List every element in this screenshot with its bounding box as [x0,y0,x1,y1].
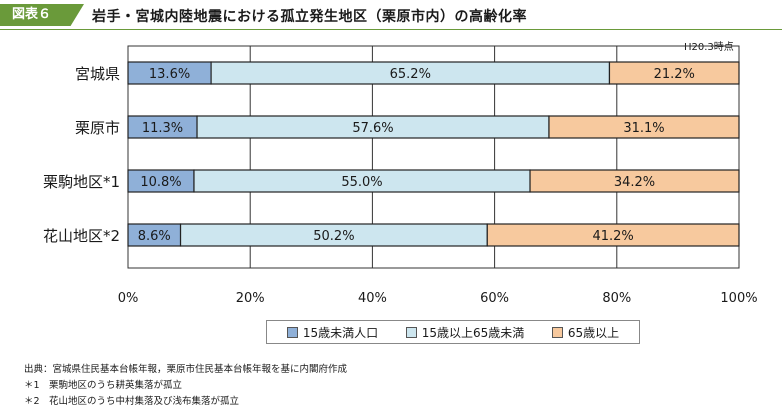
legend-label-15to64: 15歳以上65歳未満 [421,325,525,340]
data-label-15to64-row-0: 65.2% [390,67,431,82]
footnote-2: ＊2 花山地区のうち中村集落及び浅布集落が孤立 [24,396,240,407]
bar-segment-65plus-row-1 [548,115,740,139]
data-label-15to64-row-2: 55.0% [341,175,382,190]
data-label-65plus-row-2: 34.2% [614,175,655,190]
data-label-65plus-row-0: 21.2% [654,67,695,82]
bar-segment-65plus-row-0 [608,61,740,85]
header-rule [0,29,782,30]
footnote-1: ＊1 栗駒地区のうち耕英集落が孤立 [24,380,183,391]
bar-segment-65plus-row-2 [529,169,740,193]
legend-item-under15: 15歳未満人口 [286,324,379,341]
x-tick-label-60: 60% [480,291,509,306]
figure-number-badge: 図表６ [0,4,84,26]
x-tick-label-100: 100% [720,291,757,306]
x-tick-label-0: 0% [118,291,139,306]
legend-swatch-15to64 [405,326,417,338]
chart-title: 岩手・宮城内陸地震における孤立発生地区（栗原市内）の高齢化率 [92,9,527,25]
source-notes: 出典：宮城県住民基本台帳年報，栗原市住民基本台帳年報を基に内閣府作成 ＊1 栗駒… [24,362,347,410]
plot-frame [127,45,740,269]
category-label-row-1: 栗原市 [75,119,120,137]
bar-segment-65plus-row-3 [486,223,740,247]
legend-item-15to64: 15歳以上65歳未満 [405,324,525,341]
category-label-row-3: 花山地区*2 [43,227,120,245]
category-label-row-2: 栗駒地区*1 [43,173,120,191]
data-label-65plus-row-1: 31.1% [623,121,664,136]
chart-legend: 15歳未満人口 15歳以上65歳未満 65歳以上 [266,320,640,344]
data-label-under15-row-2: 10.8% [140,175,181,190]
legend-item-65plus: 65歳以上 [551,324,620,341]
figure-header: 図表６ 岩手・宮城内陸地震における孤立発生地区（栗原市内）の高齢化率 [0,0,782,30]
category-label-row-0: 宮城県 [75,65,120,83]
source-note: 出典：宮城県住民基本台帳年報，栗原市住民基本台帳年報を基に内閣府作成 [24,364,348,375]
legend-swatch-65plus [551,326,563,338]
x-tick-label-20: 20% [236,291,265,306]
as-of-date: H20.3時点 [684,42,734,53]
data-label-under15-row-3: 8.6% [138,229,171,244]
data-label-under15-row-0: 13.6% [149,67,190,82]
data-label-15to64-row-1: 57.6% [352,121,393,136]
x-tick-label-40: 40% [358,291,387,306]
legend-label-65plus: 65歳以上 [567,325,620,340]
data-label-15to64-row-3: 50.2% [313,229,354,244]
legend-label-under15: 15歳未満人口 [302,325,379,340]
data-label-65plus-row-3: 41.2% [592,229,633,244]
legend-swatch-under15 [286,326,298,338]
data-label-under15-row-1: 11.3% [142,121,183,136]
x-tick-label-80: 80% [602,291,631,306]
